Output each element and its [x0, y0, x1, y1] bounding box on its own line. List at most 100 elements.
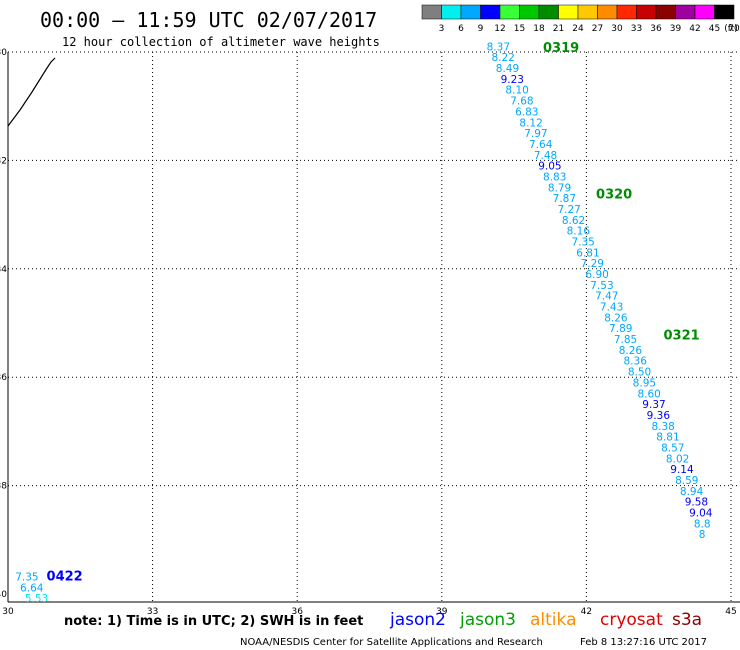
- color-scale-label: 21: [553, 24, 564, 34]
- wave-height-value: 8.81: [656, 432, 679, 444]
- longitude-label: 39: [436, 607, 448, 617]
- longitude-label: 30: [2, 607, 14, 617]
- latitude-label: -34: [0, 265, 7, 275]
- map-title: 00:00 – 11:59 UTC 02/07/2017: [40, 8, 377, 32]
- pass-time-label: 0422: [47, 569, 83, 584]
- wave-height-value: 7.29: [581, 258, 604, 270]
- wave-height-value: 8.8: [694, 518, 711, 530]
- color-scale: [421, 4, 735, 20]
- axis-labels: -30 -32 -34 -36 -38 -40 30 33 36 39 42 45: [0, 48, 737, 617]
- pass-time-label: 0319: [543, 41, 579, 56]
- satellite-legend-jason3: jason3: [459, 610, 516, 630]
- color-scale-label: 30: [611, 24, 623, 34]
- wave-height-value: 8.60: [637, 388, 660, 400]
- color-scale-swatch: [616, 4, 637, 20]
- satellite-legend: jason2 jason3 altika cryosat s3a: [389, 610, 702, 630]
- wave-height-value: 6.81: [576, 247, 599, 259]
- wave-height-value: 7.47: [595, 291, 618, 303]
- footer-timestamp: Feb 8 13:27:16 UTC 2017: [580, 637, 707, 648]
- longitude-label: 33: [147, 607, 158, 617]
- color-scale-labels: 3 6 9 12 15 18 21 24 27 30 33 36 39 42 45 70(ft): [439, 24, 740, 34]
- color-scale-label: 42: [689, 24, 700, 34]
- color-scale-swatch: [538, 4, 559, 20]
- footer-credit: NOAA/NESDIS Center for Satellite Applica…: [240, 637, 543, 648]
- wave-height-value: 8.57: [661, 442, 684, 454]
- color-scale-label: 3: [439, 24, 445, 34]
- color-scale-swatch: [519, 4, 540, 20]
- wave-height-value: 8.94: [680, 486, 704, 498]
- pass-time-label: 0320: [596, 187, 632, 202]
- wave-height-value: 9.04: [689, 507, 713, 519]
- wave-height-value: 7.64: [529, 139, 553, 151]
- satellite-legend-cryosat: cryosat: [600, 610, 663, 630]
- wave-height-value: 8.83: [543, 171, 566, 183]
- color-scale-label: 24: [572, 24, 584, 34]
- color-scale-label: 39: [670, 24, 682, 34]
- wave-height-value: 9.36: [647, 410, 671, 422]
- wave-height-value: 9.05: [538, 161, 561, 173]
- wave-height-value: 8.10: [505, 85, 528, 97]
- wave-height-value: 8.36: [624, 356, 648, 368]
- color-scale-label: 18: [533, 24, 545, 34]
- wave-height-value: 7.35: [15, 571, 38, 583]
- note-text: note: 1) Time is in UTC; 2) SWH is in fe…: [64, 614, 363, 629]
- wave-height-value: 7.53: [590, 280, 613, 292]
- wave-height-labels: 8.378.228.499.238.107.686.838.127.977.64…: [15, 41, 713, 605]
- color-scale-swatch: [577, 4, 598, 20]
- pass-time-label: 0321: [664, 328, 700, 343]
- wave-height-value: 7.27: [557, 204, 580, 216]
- wave-height-value: 9.23: [501, 74, 524, 86]
- color-scale-swatch: [421, 4, 442, 20]
- wave-height-value: 6.64: [20, 582, 44, 594]
- wave-height-value: 8.26: [604, 312, 628, 324]
- wave-height-value: 7.68: [510, 96, 533, 108]
- color-scale-swatch: [480, 4, 501, 20]
- wave-height-value: 7.43: [600, 302, 623, 314]
- wave-height-value: 8.22: [491, 52, 514, 64]
- longitude-label: 42: [581, 607, 592, 617]
- map-frame: [7, 52, 740, 603]
- wave-height-value: 9.58: [685, 497, 708, 509]
- wave-height-value: 7.48: [534, 150, 557, 162]
- longitude-label: 36: [291, 607, 303, 617]
- latitude-label: -38: [0, 482, 7, 492]
- color-scale-label: 27: [592, 24, 603, 34]
- wave-height-value: 9.14: [670, 464, 694, 476]
- wave-height-value: 8: [699, 529, 706, 541]
- color-scale-swatch: [499, 4, 520, 20]
- wave-height-value: 7.85: [614, 334, 637, 346]
- wave-height-value: 8.59: [675, 475, 698, 487]
- color-scale-swatch: [636, 4, 657, 20]
- wave-height-value: 8.26: [619, 345, 643, 357]
- color-scale-label: 12: [494, 24, 505, 34]
- color-scale-swatch: [460, 4, 481, 20]
- wave-height-value: 8.79: [548, 182, 571, 194]
- satellite-legend-s3a: s3a: [672, 610, 702, 630]
- color-scale-label: 15: [514, 24, 525, 34]
- wave-height-value: 5.53: [25, 593, 48, 605]
- wave-height-value: 9.37: [642, 399, 665, 411]
- latitude-label: -32: [0, 156, 7, 166]
- latitude-label: -36: [0, 373, 7, 383]
- color-scale-label: (ft): [724, 24, 738, 34]
- wave-height-value: 6.90: [585, 269, 608, 281]
- color-scale-label: 70: [728, 24, 740, 34]
- satellite-legend-altika: altika: [530, 610, 577, 630]
- wave-height-value: 8.02: [666, 453, 689, 465]
- latitude-label: -30: [0, 48, 7, 58]
- map-subtitle: 12 hour collection of altimeter wave hei…: [62, 35, 380, 49]
- color-scale-swatch: [694, 4, 715, 20]
- color-scale-swatch: [441, 4, 462, 20]
- wave-height-value: 7.97: [524, 128, 547, 140]
- satellite-legend-jason2: jason2: [389, 610, 446, 630]
- color-scale-swatch: [558, 4, 579, 20]
- color-scale-label: 6: [458, 24, 464, 34]
- wave-height-value: 8.16: [567, 226, 591, 238]
- latitude-label: -40: [0, 590, 7, 600]
- coastline: [7, 57, 56, 127]
- color-scale-label: 36: [650, 24, 662, 34]
- wave-height-value: 8.62: [562, 215, 585, 227]
- wave-height-value: 8.37: [487, 41, 510, 53]
- wave-height-value: 8.38: [651, 421, 674, 433]
